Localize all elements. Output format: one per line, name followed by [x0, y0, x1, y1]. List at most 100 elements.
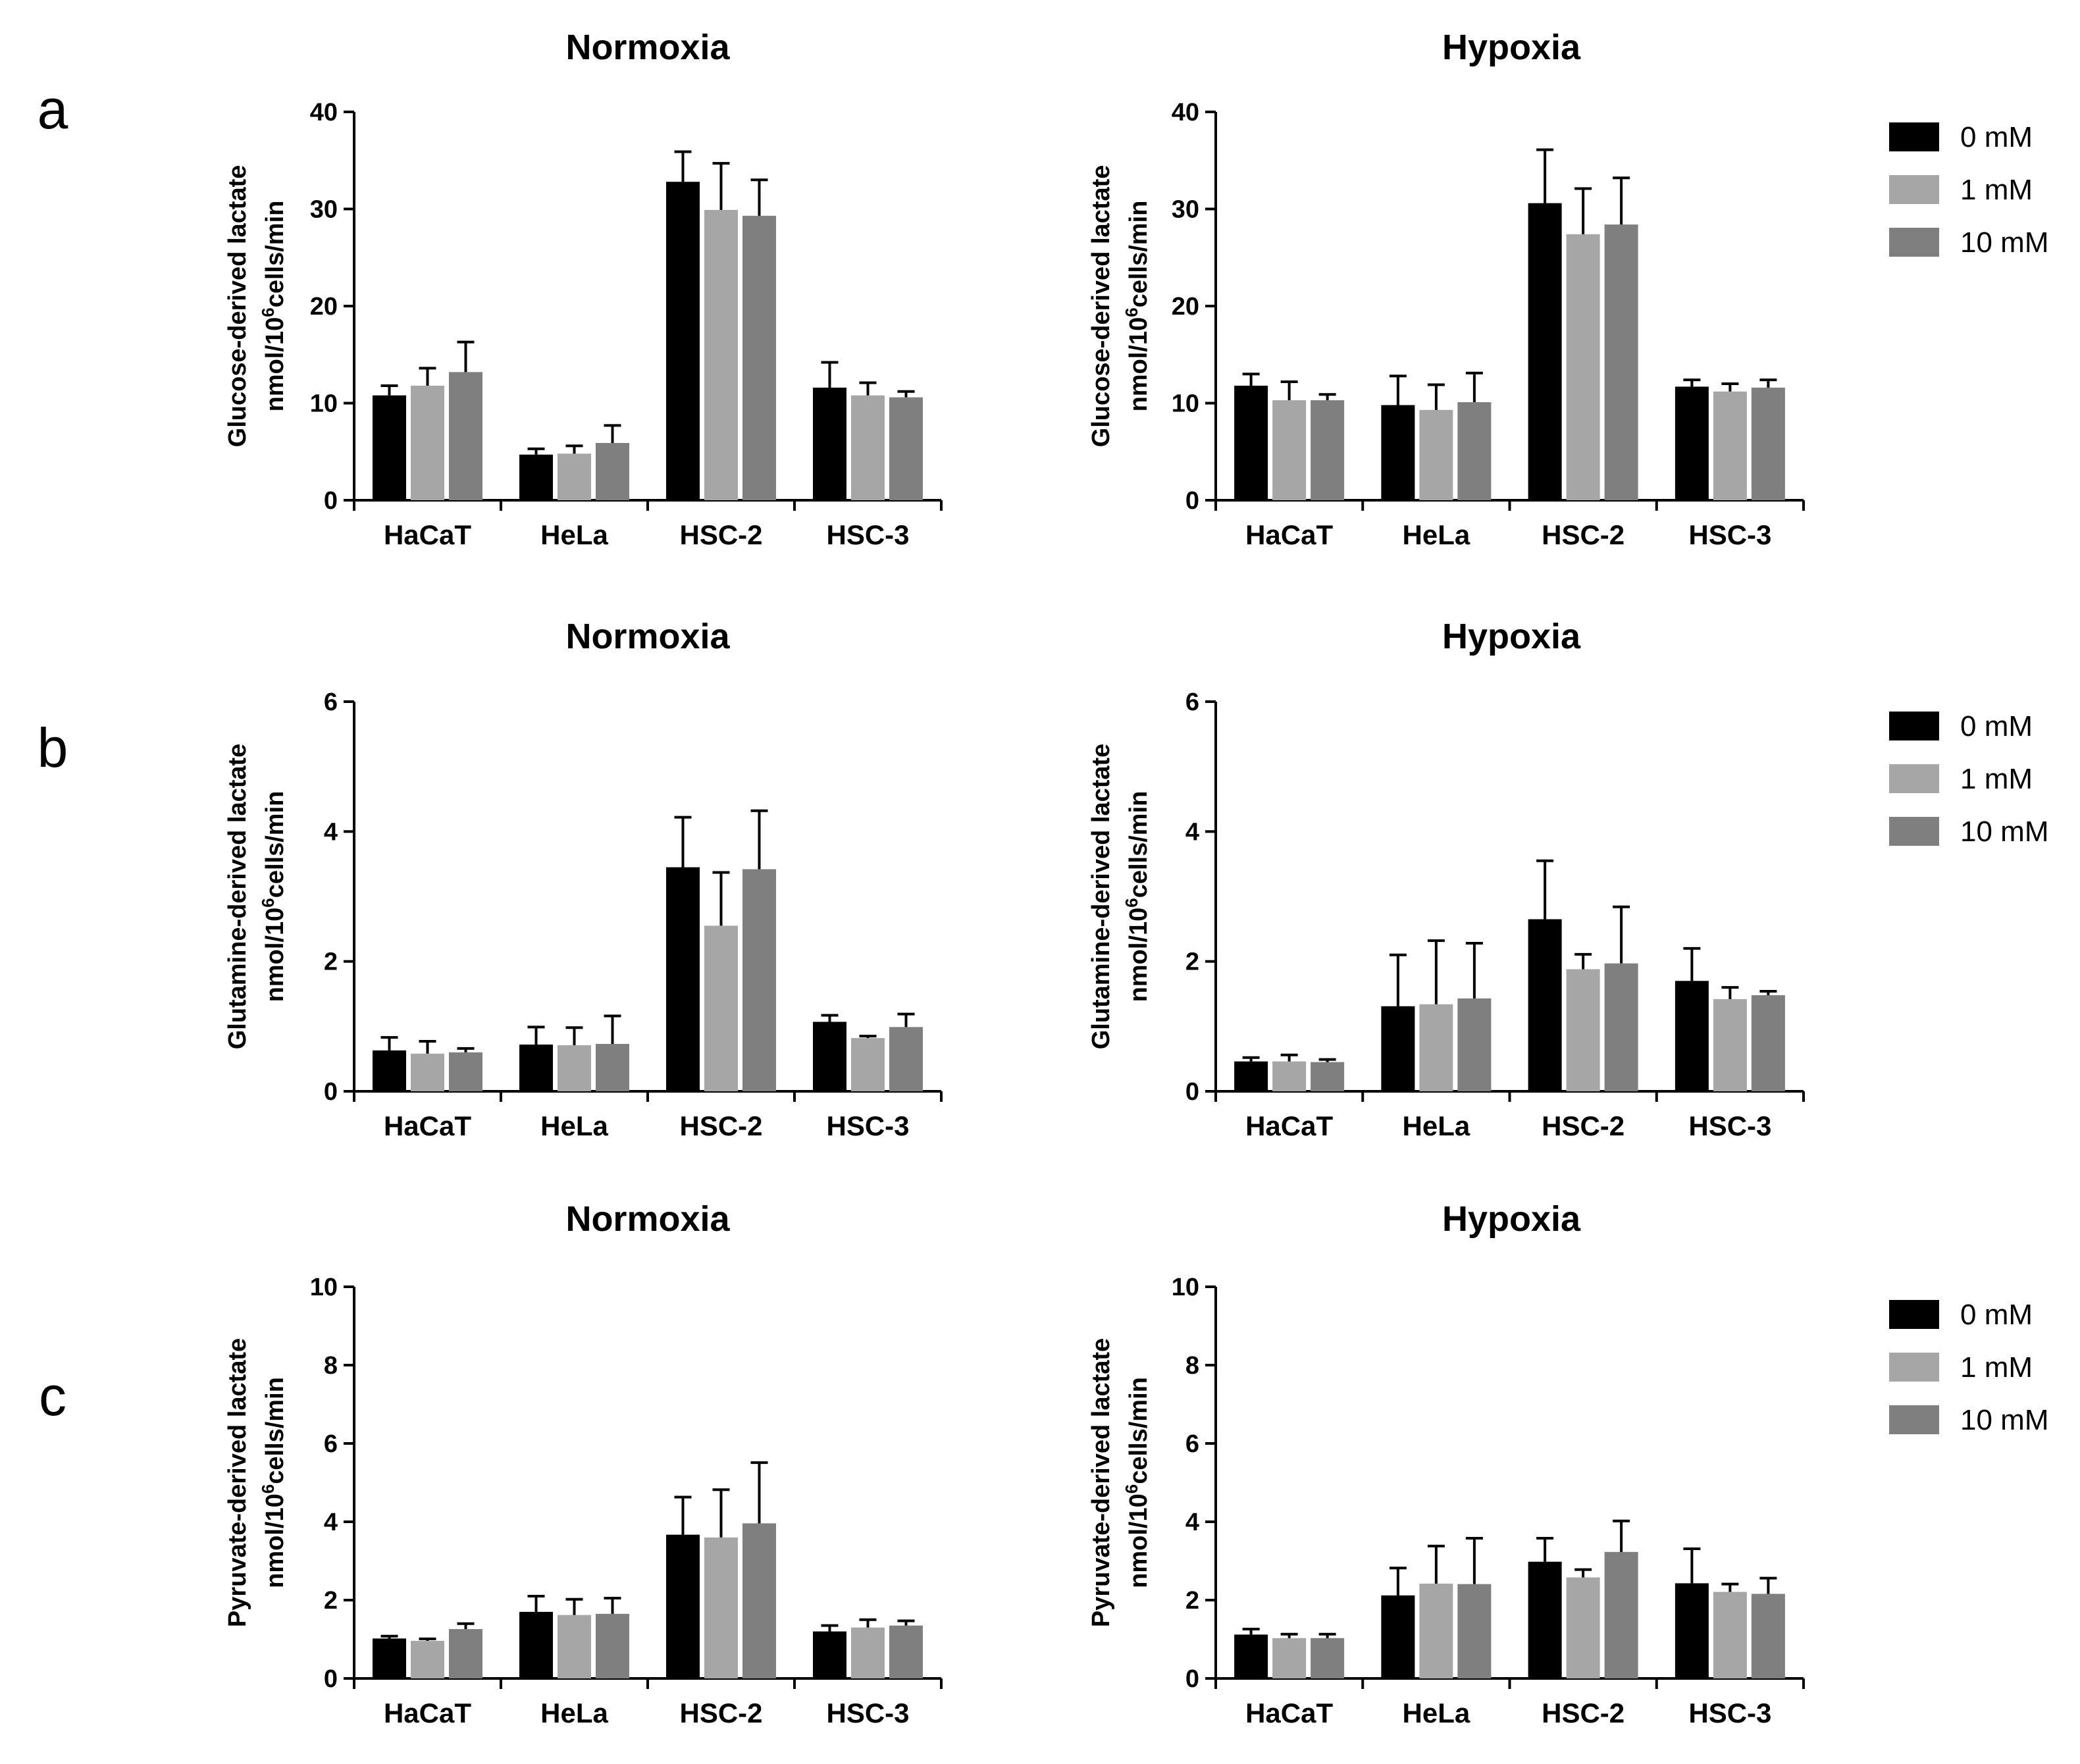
x-category-label: HSC-2: [679, 519, 762, 550]
y-tick-label: 4: [324, 818, 338, 846]
chart-b-hypoxia: Hypoxia 0 2 4 6 HaCaT HeLa HSC-2 HSC-3: [1185, 617, 1805, 1141]
bar: [1272, 1638, 1307, 1678]
bar: [1381, 1006, 1415, 1091]
bar: [1381, 1595, 1415, 1678]
y-axis-unit: nmol/106cells/min: [258, 1377, 289, 1588]
bar: [704, 925, 738, 1091]
y-axis-label: Pyruvate-derived lactate: [1087, 1338, 1115, 1627]
bar: [519, 1611, 553, 1678]
bar: [1234, 1634, 1268, 1678]
x-category-label: HSC-2: [1542, 1110, 1625, 1141]
legend-swatch: [1889, 764, 1939, 793]
y-tick-label: 10: [310, 1274, 338, 1301]
y-tick-label: 8: [324, 1352, 338, 1380]
bar: [1675, 1583, 1709, 1678]
panel-letter: c: [39, 1365, 66, 1427]
bar: [449, 372, 482, 500]
y-tick-label: 2: [324, 948, 338, 976]
legend: 0 mM 1 mM 10 mM: [1889, 121, 2048, 259]
bar: [1713, 999, 1747, 1091]
chart-c-hypoxia: Hypoxia 0 2 4 6 8 10 HaCaT HeLa HSC-2 HSC-3: [1172, 1199, 1805, 1728]
y-axis-unit: nmol/106cells/min: [1122, 201, 1153, 412]
bar: [851, 1627, 885, 1678]
bar: [1713, 391, 1747, 500]
chart-title: Hypoxia: [1442, 1199, 1581, 1239]
bar: [1234, 1061, 1268, 1091]
y-axis-label: Glucose-derived lactate: [224, 165, 251, 448]
y-tick-label: 6: [324, 688, 338, 716]
x-category-label: HSC-3: [826, 1110, 909, 1141]
bar: [558, 1045, 591, 1091]
x-category-label: HaCaT: [1245, 1110, 1333, 1141]
bar: [1234, 385, 1268, 500]
legend-swatch: [1889, 817, 1939, 846]
x-category-label: HaCaT: [384, 519, 471, 550]
bar: [813, 1022, 846, 1091]
y-axis-unit: nmol/106cells/min: [1122, 791, 1153, 1002]
y-tick-label: 30: [1172, 196, 1199, 224]
bar: [1675, 981, 1709, 1091]
x-category-label: HeLa: [1403, 1110, 1470, 1141]
y-tick-label: 6: [324, 1430, 338, 1458]
y-tick-label: 40: [1172, 99, 1199, 126]
bar: [596, 1613, 629, 1678]
bar: [704, 1537, 738, 1678]
bar: [1566, 969, 1600, 1091]
bar: [1604, 963, 1638, 1091]
bar: [1311, 400, 1345, 500]
bar: [1528, 203, 1562, 500]
bar: [1419, 1584, 1453, 1678]
legend-label: 1 mM: [1960, 763, 2033, 795]
bar: [596, 1043, 629, 1091]
bar: [449, 1629, 482, 1678]
y-axis-label: Glucose-derived lactate: [1087, 165, 1115, 448]
legend-swatch: [1889, 712, 1939, 740]
x-category-label: HSC-3: [826, 519, 909, 550]
x-category-label: HSC-2: [1542, 519, 1625, 550]
bar: [1751, 387, 1785, 500]
x-category-label: HaCaT: [1245, 519, 1333, 550]
legend-swatch: [1889, 122, 1939, 151]
legend-swatch: [1889, 1300, 1939, 1329]
x-category-label: HeLa: [540, 519, 608, 550]
bar: [666, 1534, 700, 1678]
x-category-label: HaCaT: [1245, 1698, 1333, 1728]
bar: [742, 215, 776, 500]
bar: [889, 397, 923, 500]
x-category-label: HSC-2: [1542, 1698, 1625, 1728]
legend-swatch: [1889, 1353, 1939, 1382]
bar: [1751, 1594, 1785, 1678]
y-tick-label: 6: [1185, 1430, 1199, 1458]
x-category-label: HSC-3: [1688, 519, 1771, 550]
bar: [1528, 919, 1562, 1091]
y-axis-unit: nmol/106cells/min: [258, 201, 289, 412]
bar: [1457, 1584, 1492, 1678]
legend-label: 1 mM: [1960, 174, 2033, 206]
bar: [1272, 400, 1307, 500]
y-tick-label: 20: [310, 293, 338, 321]
legend-swatch: [1889, 1405, 1939, 1434]
y-tick-label: 10: [310, 390, 338, 418]
bar: [1751, 995, 1785, 1091]
bar: [1311, 1062, 1345, 1091]
legend-swatch: [1889, 228, 1939, 257]
y-tick-label: 0: [1185, 1665, 1199, 1693]
y-tick-label: 2: [1185, 948, 1199, 976]
bar: [704, 209, 738, 500]
bar: [666, 182, 700, 500]
chart-a-normoxia: Normoxia 0 10 20 30 40 HaCaT HeLa HSC-2 HSC-3: [310, 28, 943, 550]
x-category-label: HeLa: [540, 1110, 608, 1141]
x-category-label: HaCaT: [384, 1698, 471, 1728]
x-category-label: HSC-3: [826, 1698, 909, 1728]
bar: [1272, 1061, 1307, 1091]
bar: [1604, 224, 1638, 500]
bar: [889, 1027, 923, 1091]
bar: [1566, 1577, 1600, 1678]
y-tick-label: 8: [1185, 1352, 1199, 1380]
bar: [411, 1053, 444, 1091]
bar: [519, 1044, 553, 1091]
bar: [411, 1640, 444, 1678]
x-category-label: HeLa: [1403, 1698, 1470, 1728]
y-tick-label: 0: [324, 1665, 338, 1693]
y-axis-label: Glutamine-derived lactate: [224, 744, 251, 1050]
